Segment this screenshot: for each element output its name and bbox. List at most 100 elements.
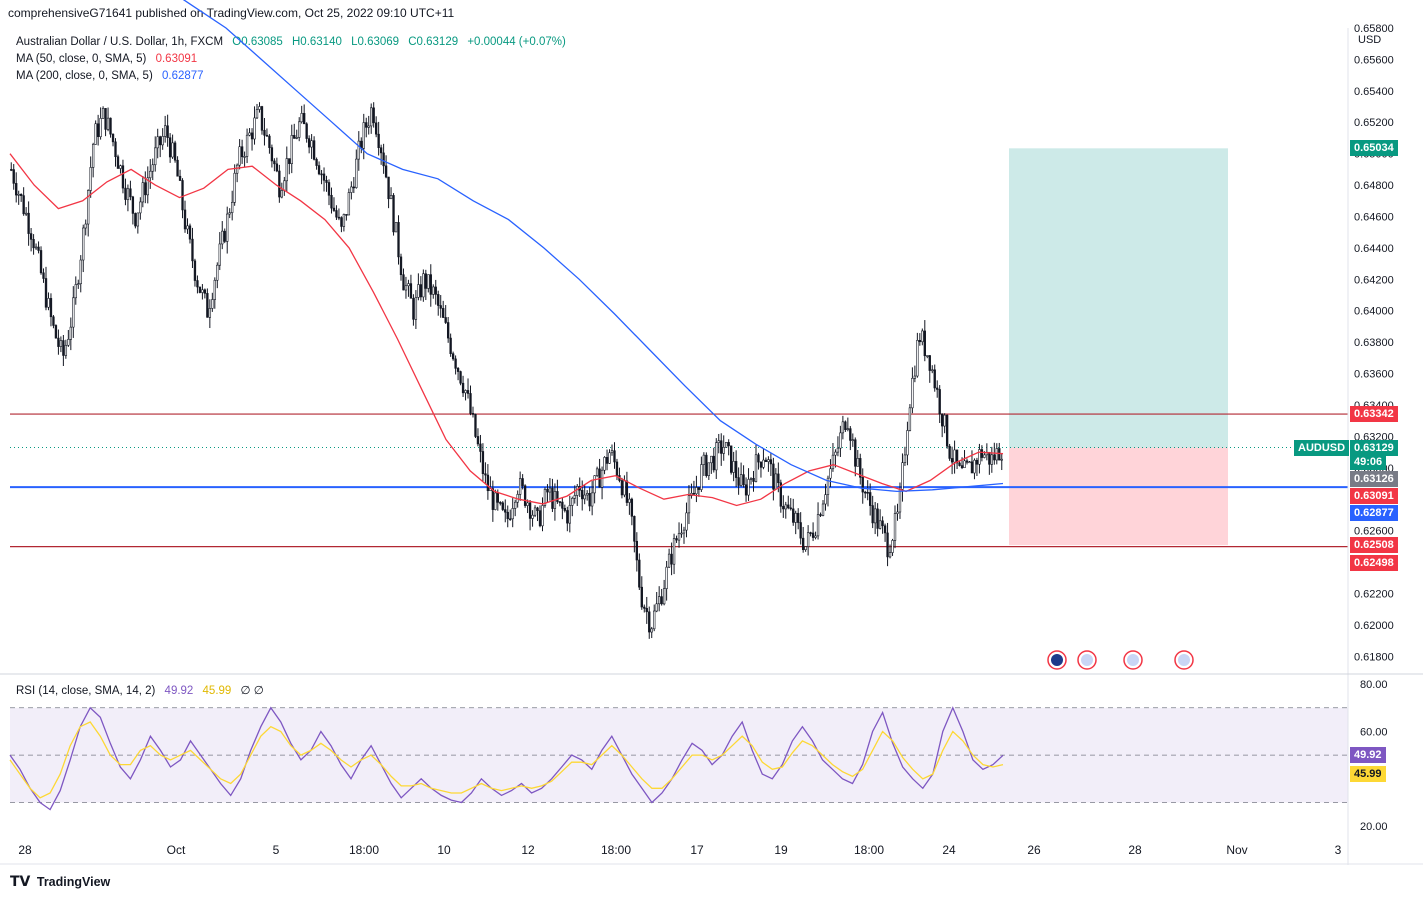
- candle-body: [285, 158, 288, 182]
- candle-body: [347, 192, 351, 216]
- candle-body: [563, 508, 567, 511]
- candle-body: [913, 375, 917, 379]
- candle-body: [109, 117, 112, 135]
- main-pane[interactable]: [9, 0, 1348, 670]
- candle-body: [166, 125, 169, 139]
- candle-body: [846, 428, 850, 430]
- candle-body: [211, 299, 214, 309]
- candle-body: [965, 460, 969, 463]
- candle-body: [221, 230, 224, 245]
- candle-body: [950, 458, 954, 463]
- us-flag-icon: [1123, 650, 1143, 670]
- us-flag-icon: [1174, 650, 1194, 670]
- candle-body: [335, 210, 338, 218]
- candle-body: [804, 546, 807, 551]
- candle-body: [705, 454, 708, 476]
- candle-body: [280, 190, 284, 198]
- time-tick-label: 10: [437, 843, 451, 857]
- candle-body: [188, 225, 192, 240]
- candle-body: [734, 461, 738, 478]
- candle-body: [54, 325, 58, 339]
- candle-body: [238, 146, 241, 166]
- candle-body: [541, 505, 544, 527]
- price-axis-tag: 0.62498: [1350, 554, 1398, 571]
- candle-body: [648, 611, 651, 633]
- candle-body: [469, 393, 472, 414]
- price-axis-tag: 0.62877: [1350, 504, 1398, 521]
- price-axis-tag: 0.63129: [1350, 439, 1398, 456]
- candle-body: [134, 213, 137, 227]
- candle-body: [700, 464, 703, 490]
- candle-body: [484, 473, 487, 476]
- rsi-pane[interactable]: [9, 706, 1348, 811]
- candle-body: [983, 454, 986, 458]
- candle-body: [15, 183, 18, 196]
- candle-body: [973, 459, 976, 474]
- candle-body: [387, 176, 390, 200]
- rsi-legend[interactable]: RSI (14, close, SMA, 14, 2) 49.92 45.99 …: [16, 683, 264, 697]
- candle-body: [546, 488, 549, 493]
- rsi-ma-value-tag: 45.99: [1350, 766, 1386, 783]
- candle-body: [677, 533, 681, 541]
- candle-body: [141, 182, 144, 203]
- candle-body: [603, 457, 606, 471]
- candle-body: [34, 246, 38, 249]
- candle-body: [44, 278, 48, 308]
- candle-body: [79, 259, 82, 285]
- candle-body: [263, 129, 266, 136]
- candle-body: [881, 520, 884, 527]
- candle-body: [384, 165, 388, 178]
- candle-body: [355, 158, 358, 188]
- candle-body: [891, 540, 894, 553]
- ma50-legend-row[interactable]: MA (50, close, 0, SMA, 5) 0.63091: [16, 51, 566, 68]
- candle-body: [82, 227, 85, 261]
- candle-body: [300, 113, 303, 123]
- candle-body: [312, 140, 316, 160]
- candle-body: [943, 414, 946, 427]
- candle-body: [993, 454, 996, 461]
- tradingview-logo[interactable]: 𝗧𝗩 TradingView: [10, 873, 110, 890]
- candle-body: [784, 504, 787, 510]
- candle-body: [844, 421, 847, 430]
- candle-body: [389, 195, 393, 200]
- candle-body: [605, 457, 609, 464]
- candle-body: [69, 326, 72, 340]
- candle-body: [379, 147, 383, 154]
- candle-body: [173, 142, 177, 161]
- candle-body: [916, 340, 919, 377]
- candle-body: [856, 458, 859, 467]
- time-tick-label: 26: [1027, 843, 1041, 857]
- candle-body: [653, 610, 656, 630]
- candle-body: [566, 510, 569, 524]
- candle-body: [464, 390, 467, 394]
- candle-body: [471, 413, 475, 415]
- price-tick-label: 0.64000: [1354, 306, 1394, 318]
- candle-body: [841, 421, 845, 434]
- price-tick-label: 0.65600: [1354, 54, 1394, 66]
- ma200-legend-row[interactable]: MA (200, close, 0, SMA, 5) 0.62877: [16, 68, 566, 85]
- candle-body: [518, 478, 522, 495]
- price-axis-tag: 49:06: [1350, 453, 1387, 470]
- time-tick-label: 3: [1335, 843, 1342, 857]
- candle-body: [878, 520, 882, 529]
- candle-body: [797, 512, 800, 523]
- candle-body: [67, 339, 70, 346]
- symbol-line: Australian Dollar / U.S. Dollar, 1h, FXC…: [16, 36, 224, 48]
- candle-body: [20, 193, 23, 196]
- ma50-line: [9, 153, 1004, 507]
- candle-body: [792, 508, 795, 523]
- candle-body: [459, 371, 462, 384]
- candle-body: [446, 322, 450, 339]
- ohlc-high: H0.63140: [292, 36, 342, 48]
- candle-body: [695, 487, 698, 495]
- candle-body: [501, 502, 504, 510]
- candle-body: [193, 260, 197, 281]
- time-tick-label: 28: [18, 843, 32, 857]
- event-icon-flag: [1051, 654, 1063, 666]
- candle-body: [216, 264, 219, 281]
- candle-body: [528, 502, 532, 519]
- candle-body: [116, 156, 120, 169]
- candle-body: [551, 487, 554, 509]
- candle-body: [275, 163, 279, 172]
